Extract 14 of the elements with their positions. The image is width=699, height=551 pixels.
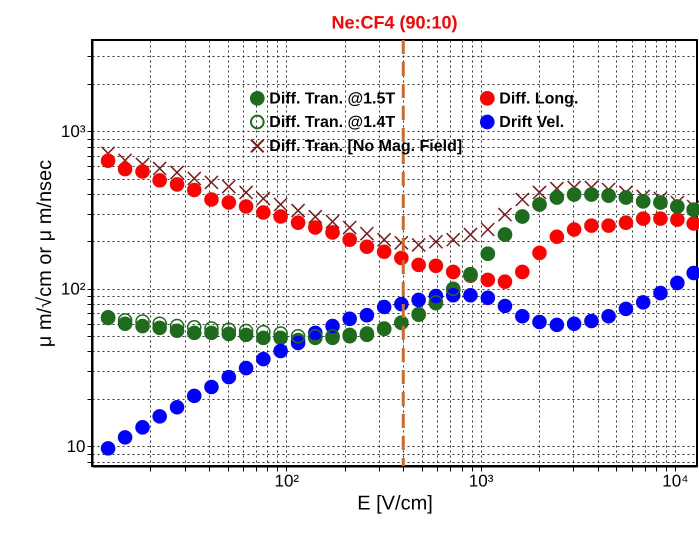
chart-title: Ne:CF4 (90:10) (331, 12, 458, 32)
y-axis-title: μ m/√cm or μ m/nsec (34, 160, 56, 348)
x-axis-title: E [V/cm] (357, 492, 433, 514)
y-tick-label: 10 (66, 436, 86, 456)
y-tick-label: 10² (60, 279, 86, 298)
x-tick-label: 10⁴ (662, 472, 688, 490)
x-tick-label: 10³ (468, 472, 494, 490)
legend-label: Diff. Long. (499, 90, 578, 108)
y-tick-label: 10³ (60, 122, 86, 141)
legend-label: Drift Vel. (499, 114, 564, 131)
x-tick-label: 10² (274, 472, 300, 490)
legend-label: Diff. Tran. @1.5T (269, 90, 396, 108)
legend-label: Diff. Tran. @1.4T (269, 114, 396, 131)
legend-label: Diff. Tran. [No Mag. Field] (269, 138, 462, 155)
